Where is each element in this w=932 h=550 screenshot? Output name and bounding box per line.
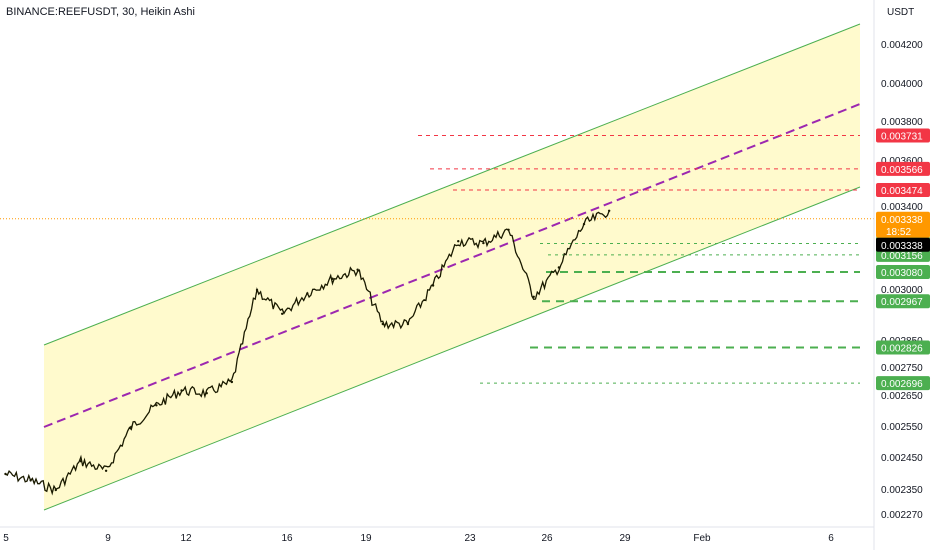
current-price-tag-text: 0.003338 — [881, 215, 923, 226]
y-tick-label: 0.004000 — [881, 79, 923, 90]
price-point — [431, 284, 435, 287]
price-point — [607, 209, 611, 212]
price-point — [406, 322, 410, 326]
y-tick-label: 0.002650 — [881, 391, 923, 402]
currency-label: USDT — [887, 7, 914, 18]
countdown-text: 18:52 — [886, 227, 911, 238]
resistance-tag-text: 0.003474 — [881, 186, 923, 197]
resistance-tag-text: 0.003566 — [881, 165, 923, 176]
channel-upper-line[interactable] — [43, 23, 861, 346]
price-point — [557, 266, 561, 269]
support-tag — [876, 294, 930, 309]
x-tick-label: 12 — [180, 533, 192, 544]
y-tick-label: 0.003400 — [881, 202, 923, 213]
resistance-tag-text: 0.003731 — [881, 131, 923, 142]
y-tick-label: 0.003000 — [881, 285, 923, 296]
y-tick-label: 0.002350 — [881, 485, 923, 496]
price-point — [280, 312, 284, 315]
chart-title: BINANCE:REEFUSDT, 30, Heikin Ashi — [6, 6, 195, 18]
price-point — [230, 380, 234, 384]
support-tag — [876, 340, 930, 355]
x-tick-label: 29 — [619, 533, 631, 544]
price-point — [482, 241, 485, 245]
current-price-tag — [876, 211, 930, 238]
price-point — [205, 392, 208, 395]
last-price-tag — [876, 237, 930, 252]
price-point — [331, 277, 334, 280]
y-tick-label: 0.002450 — [881, 453, 923, 464]
price-point — [104, 469, 108, 472]
resistance-tag — [876, 161, 930, 176]
x-tick-label: 26 — [541, 533, 553, 544]
x-tick-label: 9 — [105, 533, 111, 544]
support-tag — [876, 265, 930, 279]
price-point — [507, 228, 510, 231]
price-point — [356, 268, 359, 271]
support-tag-text: 0.003080 — [881, 268, 923, 279]
resistance-tag — [876, 182, 930, 197]
price-point — [457, 240, 460, 243]
price-point — [582, 222, 586, 226]
x-tick-label: Feb — [693, 533, 711, 544]
x-tick-label: 19 — [360, 533, 372, 544]
y-tick-label: 0.003600 — [881, 156, 923, 167]
x-tick-label: 6 — [828, 533, 834, 544]
x-tick-label: 5 — [3, 533, 9, 544]
price-point — [381, 322, 384, 326]
y-tick-label: 0.003800 — [881, 117, 923, 128]
price-point — [306, 292, 309, 295]
support-tag-text: 0.003156 — [881, 251, 923, 262]
support-tag-text: 0.002967 — [881, 297, 923, 308]
support-tag-text: 0.002696 — [881, 379, 923, 390]
y-tick-label: 0.004200 — [881, 40, 923, 51]
support-tag — [876, 376, 930, 391]
x-tick-label: 23 — [464, 533, 476, 544]
price-point — [4, 472, 7, 476]
price-point — [79, 460, 83, 463]
last-price-tag-text: 0.003338 — [881, 241, 923, 252]
channel-lower-line[interactable] — [43, 186, 861, 511]
price-point — [155, 404, 158, 407]
price-point — [54, 488, 57, 492]
price-point — [180, 389, 183, 392]
price-point — [255, 288, 259, 292]
x-tick-label: 16 — [281, 533, 293, 544]
price-point — [532, 295, 535, 298]
price-point — [29, 479, 32, 482]
y-tick-label: 0.002750 — [881, 363, 923, 374]
channel-fill — [44, 24, 860, 510]
y-tick-label: 0.002550 — [881, 422, 923, 433]
support-tag-text: 0.002826 — [881, 343, 923, 354]
resistance-tag — [876, 128, 930, 143]
channel-midline[interactable] — [43, 103, 861, 428]
y-tick-label: 0.002270 — [881, 510, 923, 521]
price-point — [130, 425, 133, 429]
